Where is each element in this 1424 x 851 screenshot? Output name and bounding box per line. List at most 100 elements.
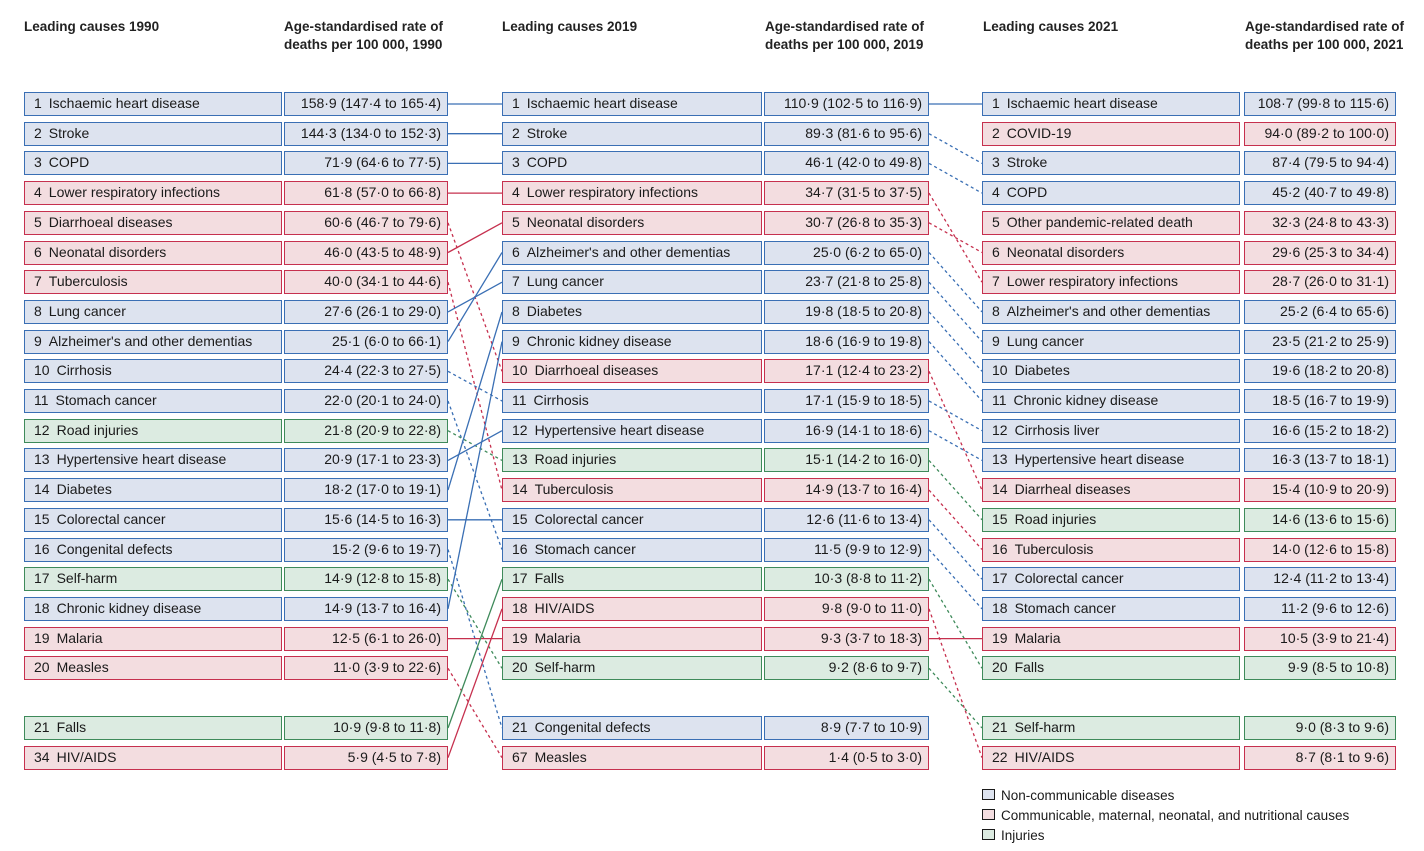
cause-box-2021-alz: 8 Alzheimer's and other dementias (982, 299, 1240, 324)
connector-1990-diabetes (447, 311, 503, 491)
rate-box-2021-selfharm: 9·0 (8·3 to 9·6) (1244, 716, 1396, 740)
rate-box-1990-cirrhosis: 24·4 (22·3 to 27·5) (284, 359, 448, 384)
cause-name: Congenital defects (534, 719, 651, 735)
cause-name: Falls (56, 719, 87, 735)
cause-box-1990-stomach: 11 Stomach cancer (24, 389, 282, 413)
cause-name: Diarrhoeal diseases (534, 362, 659, 379)
connector-2019-copd (928, 162, 983, 194)
cause-box-2019-stomach: 16 Stomach cancer (502, 537, 762, 562)
connector-1990-hiv (447, 608, 503, 758)
cause-box-1990-hiv: 34 HIV/AIDS (24, 745, 282, 770)
rank-number: 7 (992, 273, 1000, 290)
cause-box-2021-road: 15 Road injuries (982, 507, 1240, 532)
cause-name: Chronic kidney disease (56, 599, 202, 616)
rank-number: 19 (34, 629, 50, 646)
rate-box-2021-ckd: 18·5 (16·7 to 19·9) (1244, 389, 1396, 413)
rate-box-1990-ihd: 158·9 (147·4 to 165·4) (284, 92, 448, 116)
rank-number: 16 (34, 540, 50, 557)
rank-number: 13 (992, 451, 1008, 468)
cause-box-1990-stroke: 2 Stroke (24, 121, 282, 146)
rate-box-2019-neonatal: 30·7 (26·8 to 35·3) (764, 210, 929, 235)
cause-name: Diabetes (526, 302, 583, 319)
cause-name: Neonatal disorders (1006, 243, 1125, 260)
rate-box-2019-hhd: 16·9 (14·1 to 18·6) (764, 418, 929, 443)
cause-name: COPD (48, 154, 90, 171)
header-rate-2021: Age-standardised rate of deaths per 100 … (1245, 19, 1405, 52)
rank-number: 4 (992, 184, 1000, 201)
cause-name: COPD (1006, 184, 1048, 201)
cause-name: Cirrhosis (533, 392, 589, 408)
cause-box-2021-lung: 9 Lung cancer (982, 329, 1240, 354)
cause-name: Lung cancer (1006, 332, 1084, 349)
cause-box-2021-stomach: 18 Stomach cancer (982, 596, 1240, 621)
rate-box-2021-covid: 94·0 (89·2 to 100·0) (1244, 121, 1396, 146)
rank-number: 14 (512, 481, 528, 498)
cause-box-2019-road: 13 Road injuries (502, 448, 762, 473)
rank-number: 12 (512, 421, 528, 438)
cause-box-2019-hiv: 18 HIV/AIDS (502, 596, 762, 621)
rate-box-1990-congenital: 15·2 (9·6 to 19·7) (284, 537, 448, 562)
rate-box-1990-hiv: 5·9 (4·5 to 7·8) (284, 745, 448, 770)
cause-box-1990-alz: 9 Alzheimer's and other dementias (24, 329, 282, 354)
rank-number: 5 (992, 213, 1000, 230)
connector-2019-road (928, 459, 983, 521)
cause-box-2021-hiv: 22 HIV/AIDS (982, 745, 1240, 770)
cause-name: Road injuries (534, 451, 617, 468)
cause-name: Ischaemic heart disease (1006, 95, 1158, 111)
cause-name: Tuberculosis (1014, 540, 1094, 557)
connector-2019-stomach (928, 549, 983, 610)
legend-swatch-ncd (982, 789, 995, 800)
rank-number: 11 (512, 392, 527, 408)
rank-number: 11 (992, 392, 1007, 408)
cause-box-1990-diabetes: 14 Diabetes (24, 478, 282, 503)
cause-box-2021-neonatal: 6 Neonatal disorders (982, 240, 1240, 265)
rank-number: 20 (992, 659, 1008, 676)
rate-box-2019-colorectal: 12·6 (11·6 to 13·4) (764, 507, 929, 532)
cause-name: HIV/AIDS (56, 748, 117, 765)
cause-box-2021-ihd: 1 Ischaemic heart disease (982, 92, 1240, 116)
rate-box-2021-road: 14·6 (13·6 to 15·6) (1244, 507, 1396, 532)
rank-number: 1 (512, 95, 520, 111)
header-rate-2019: Age-standardised rate of deaths per 100 … (765, 19, 925, 52)
header-causes-2019: Leading causes 2019 (502, 19, 638, 34)
rate-box-2019-ihd: 110·9 (102·5 to 116·9) (764, 92, 929, 116)
cause-box-1990-congenital: 16 Congenital defects (24, 537, 282, 562)
rate-box-2019-cirrhosis: 17·1 (15·9 to 18·5) (764, 389, 929, 413)
cause-name: Measles (534, 748, 587, 765)
rank-number: 13 (512, 451, 528, 468)
rate-box-2019-hiv: 9·8 (9·0 to 11·0) (764, 596, 929, 621)
rank-number: 4 (512, 184, 520, 201)
cause-box-2019-falls: 17 Falls (502, 567, 762, 592)
cause-name: Ischaemic heart disease (48, 95, 200, 111)
cause-name: Self-harm (1014, 719, 1076, 735)
cause-name: Malaria (56, 629, 103, 646)
rate-box-2019-tb: 14·9 (13·7 to 16·4) (764, 478, 929, 503)
cause-box-1990-neonatal: 6 Neonatal disorders (24, 240, 282, 265)
cause-name: Road injuries (56, 421, 139, 438)
rate-box-2021-diarrhoea: 15·4 (10·9 to 20·9) (1244, 478, 1396, 503)
cause-box-2019-malaria: 19 Malaria (502, 626, 762, 651)
rank-number: 17 (34, 570, 50, 587)
connector-1990-falls (447, 578, 503, 729)
cause-box-2019-copd: 3 COPD (502, 151, 762, 176)
cause-name: Hypertensive heart disease (56, 451, 227, 468)
cause-name: Stomach cancer (1014, 599, 1116, 616)
rate-box-1990-road: 21·8 (20·9 to 22·8) (284, 418, 448, 443)
rank-number: 5 (512, 213, 520, 230)
rank-number: 9 (34, 332, 42, 349)
legend-label: Non-communicable diseases (1001, 788, 1175, 803)
rank-number: 17 (512, 570, 528, 587)
connector-2019-diabetes (928, 311, 983, 372)
cause-name: Neonatal disorders (526, 213, 645, 230)
rank-number: 10 (34, 362, 50, 379)
cause-name: Hypertensive heart disease (1014, 451, 1185, 468)
rate-box-1990-malaria: 12·5 (6·1 to 26·0) (284, 626, 448, 651)
cause-name: Diabetes (56, 481, 112, 498)
cause-name: Ischaemic heart disease (526, 95, 678, 111)
rank-number: 15 (34, 510, 50, 527)
rank-number: 3 (992, 154, 1000, 171)
rate-box-2021-tb: 14·0 (12·6 to 15·8) (1244, 537, 1396, 562)
connector-2019-tb (928, 489, 983, 550)
cause-box-2019-selfharm: 20 Self-harm (502, 656, 762, 681)
cause-box-1990-measles: 20 Measles (24, 656, 282, 681)
